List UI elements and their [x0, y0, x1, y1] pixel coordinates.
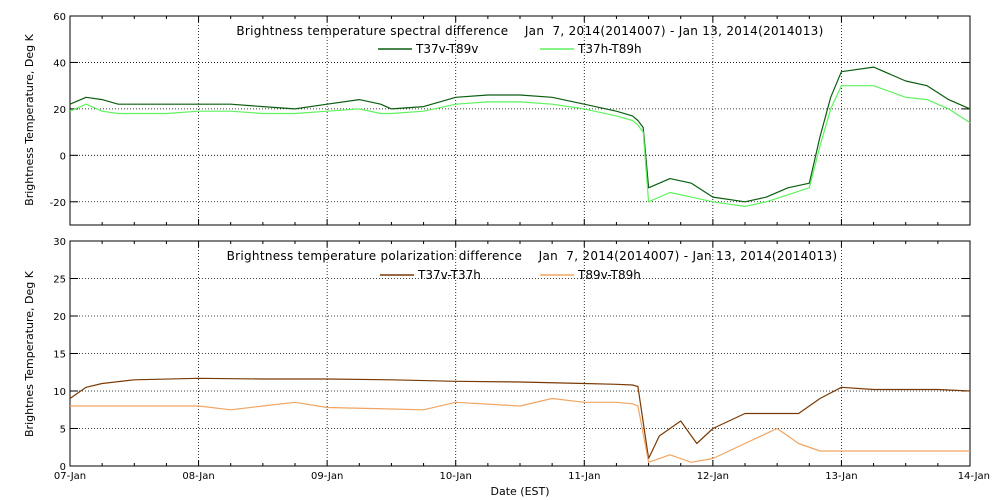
- legend-label-t37v-t37h: T37v-T37h: [417, 268, 481, 282]
- date-tick-labels: 07-Jan 08-Jan 09-Jan 10-Jan 11-Jan 12-Jan 13-J…: [54, 471, 990, 482]
- polarization-y-axis-label: Brightnes Temperature, Deg K: [23, 270, 36, 437]
- legend-label-t37h-t89h: T37h-T89h: [577, 42, 642, 56]
- y-tick-label: 20: [53, 105, 66, 116]
- spectral-y-axis-label: Brightness Temperature, Deg K: [23, 33, 36, 205]
- x-tick-label: 09-Jan: [311, 471, 343, 482]
- y-tick-label: -20: [50, 198, 66, 209]
- spectral-series: [69, 66, 971, 207]
- x-tick-label: 10-Jan: [440, 471, 472, 482]
- x-tick-label: 12-Jan: [697, 471, 729, 482]
- y-tick-label: 60: [53, 12, 66, 23]
- series-line-t37h-t89h: [69, 85, 971, 207]
- series-line-t89v-t89h: [70, 397, 970, 463]
- spectral-x-ticks: [69, 16, 971, 225]
- x-tick-label: 11-Jan: [568, 471, 600, 482]
- x-tick-label: 08-Jan: [182, 471, 214, 482]
- y-tick-label: 25: [53, 275, 66, 286]
- y-tick-label: 20: [53, 312, 66, 323]
- spectral-difference-panel: -20 0 20 40 60 Brightness temperature spectr…: [23, 12, 971, 226]
- spectral-chart-title: Brightness temperature spectral differen…: [236, 24, 823, 38]
- polarization-difference-panel: 0 5 10 15 20 25 30 Brightness temperature pola…: [23, 237, 990, 498]
- y-tick-label: 10: [53, 387, 66, 398]
- spectral-plot-frame: [69, 15, 971, 226]
- y-tick-label: 5: [60, 425, 66, 436]
- series-line-t37v-t37h: [69, 377, 971, 460]
- spectral-grid: [70, 16, 970, 225]
- polarization-y-ticks: 0 5 10 15 20 25 30: [53, 237, 970, 473]
- polarization-x-ticks: [69, 241, 971, 466]
- legend-label-t89v-t89h: T89v-T89h: [577, 268, 641, 282]
- spectral-legend: T37v-T89v T37h-T89h: [378, 42, 642, 56]
- x-tick-label: 07-Jan: [54, 471, 86, 482]
- polarization-grid: [70, 241, 970, 466]
- y-tick-label: 0: [60, 151, 66, 162]
- x-tick-label: 13-Jan: [825, 471, 857, 482]
- series-line-t37v-t89v: [69, 66, 971, 203]
- polarization-legend: T37v-T37h T89v-T89h: [380, 268, 641, 282]
- polarization-series: [69, 377, 971, 463]
- y-tick-label: 40: [53, 58, 66, 69]
- y-tick-label: 15: [53, 350, 66, 361]
- legend-label-t37v-t89v: T37v-T89v: [415, 42, 478, 56]
- x-axis-label: Date (EST): [490, 485, 549, 498]
- x-tick-label: 14-Jan: [958, 471, 990, 482]
- y-tick-label: 0: [60, 462, 66, 473]
- spectral-y-ticks: -20 0 20 40 60: [50, 12, 970, 209]
- y-tick-label: 30: [53, 237, 66, 248]
- polarization-chart-title: Brightness temperature polarization diff…: [227, 249, 838, 263]
